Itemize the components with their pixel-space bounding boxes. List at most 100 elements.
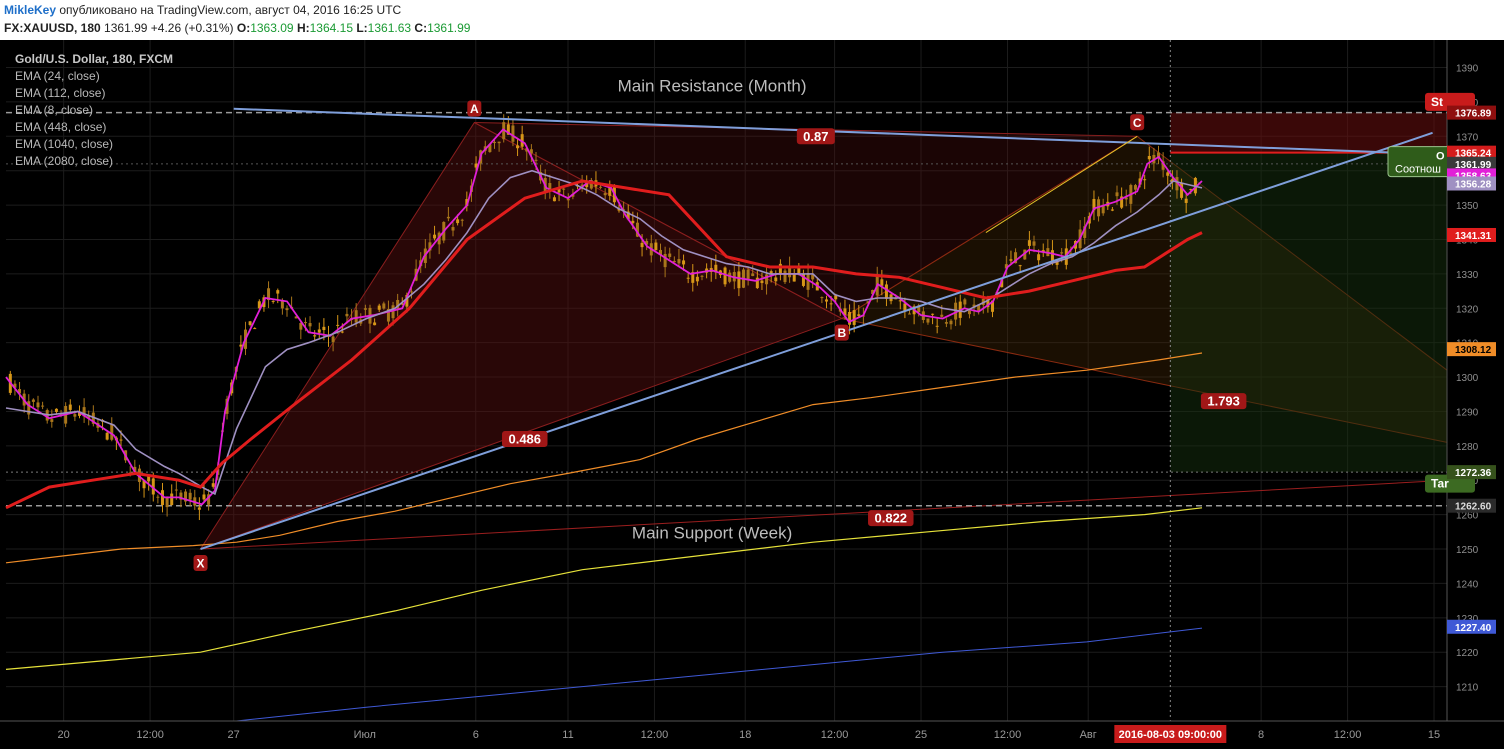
entry-tag-label: O [1436,151,1445,163]
candle-body [377,305,381,310]
candle-body [894,298,898,300]
target-tag-bg [1425,474,1475,493]
price-tick-label: 1230 [1456,614,1479,625]
time-tick-label: 11 [562,729,573,741]
candle-body [1143,179,1147,181]
time-tick-label: 12:00 [821,729,849,741]
candle-body [36,402,40,408]
candle-body [917,305,921,313]
candle-body [534,159,538,161]
publish-header: MikleKey опубликовано на TradingView.com… [4,3,401,19]
candle-body [926,318,930,323]
low-label: L: [356,21,368,35]
legend-ema-112[interactable]: EMA (112, close) [15,86,106,100]
candle-body [908,313,912,315]
candle-body [723,267,727,285]
candle-body [373,322,377,326]
candle-body [31,399,35,402]
candle-body [991,300,995,312]
candle-body [1000,280,1004,288]
candle-body [691,272,695,283]
price-tick-label: 1240 [1456,579,1479,590]
candle-body [516,145,520,149]
price-chart[interactable]: Main Resistance (Month) Main Support (Wee… [0,40,1504,749]
candle-body [308,323,312,327]
ema-line-4 [5,352,1203,564]
candle-body [170,493,174,506]
candle-body [940,314,944,317]
candle-body [400,303,404,305]
candle-body [405,294,409,307]
candle-body [967,310,971,315]
price-change: +4.26 (+0.31%) [150,21,234,35]
candle-body [608,184,612,196]
candle-body [774,277,778,282]
candle-body [506,124,510,135]
candle-body [1110,209,1114,211]
candle-body [1060,252,1064,254]
pattern-point-bg [193,555,208,572]
candle-body [1147,155,1151,160]
candle-body [820,297,824,299]
stop-tag: St [1431,95,1443,109]
time-tick-label: Июл [354,729,376,741]
candle-body [682,260,686,265]
candle-body [465,199,469,207]
time-tick-label: 8 [1258,729,1264,741]
price-label: 1262.60 [1455,502,1492,513]
candle-body [110,423,114,440]
candle-body [857,314,861,316]
candle-body [529,149,533,154]
candle-body [1175,177,1179,191]
candle-body [91,412,95,424]
legend-ema-8[interactable]: EMA (8, close) [15,103,94,117]
candle-body [165,497,169,508]
channel-line [985,135,1138,234]
candle-body [986,299,990,308]
legend-ema-1040[interactable]: EMA (1040, close) [15,137,114,151]
candle-body [635,222,639,237]
pattern-xd-line [200,479,1448,550]
candle-body [728,272,732,282]
candle-body [525,148,529,152]
legend-ema-2080[interactable]: EMA (2080, close) [15,154,114,168]
candle-body [82,407,86,417]
ratio-label-bg [1200,393,1247,410]
target-tag: Tar [1431,477,1449,491]
high-label: H: [296,21,310,35]
candle-body [1009,259,1013,261]
candle-body [433,234,437,239]
candle-body [562,188,566,190]
time-tick-label: 20 [58,729,70,741]
resistance-annotation: Main Resistance (Month) [618,77,807,96]
candle-body [668,253,672,257]
candle-body [1014,252,1018,264]
candle-body [778,263,782,275]
legend-ema-448[interactable]: EMA (448, close) [15,120,107,134]
candle-body [363,308,367,310]
author-name[interactable]: MikleKey [4,3,57,17]
candle-body [285,308,289,311]
support-trendline [200,131,1433,550]
candle-body [446,216,450,219]
candle-body [617,208,621,211]
price-tick-label: 1250 [1456,545,1479,556]
time-tick-label: 18 [739,729,751,741]
candle-body [211,483,215,487]
candle-body [769,271,773,274]
chart-area[interactable]: Main Resistance (Month) Main Support (Wee… [0,40,1504,749]
candle-body [1161,161,1165,170]
price-tick-label: 1320 [1456,304,1479,315]
candle-body [331,336,335,343]
candle-body [1157,152,1161,157]
ratio-label-bg [796,128,835,145]
pattern-point-label: A [470,102,479,116]
candle-body [829,303,833,305]
candle-body [977,304,981,311]
candle-body [663,253,667,268]
price-tick-label: 1330 [1456,270,1479,281]
candle-body [354,310,358,323]
candle-body [207,494,211,505]
legend-ema-24[interactable]: EMA (24, close) [15,69,100,83]
candle-body [41,405,45,407]
